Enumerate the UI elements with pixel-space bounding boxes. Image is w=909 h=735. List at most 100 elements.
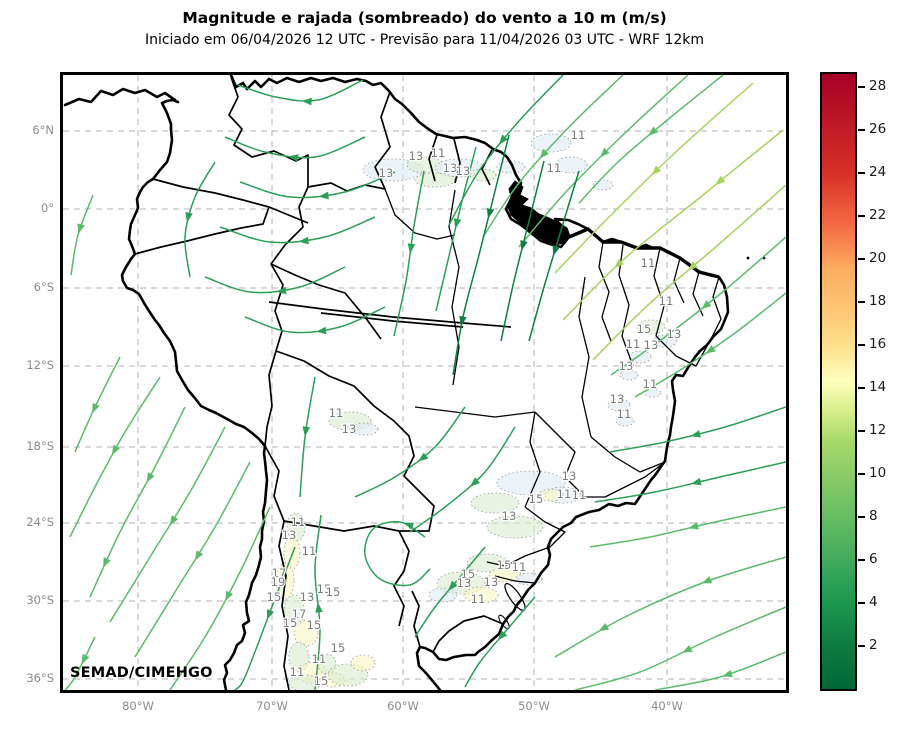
gust-contour-label: 13 [562,469,577,483]
streamline [528,170,580,342]
country-border [228,76,309,187]
gust-contour-label: 13 [379,166,394,180]
state-border [414,406,536,418]
country-border [307,182,386,192]
gust-contour-label: 11 [312,652,327,666]
country-border [264,445,290,690]
gust-shading-patch [470,492,520,514]
gust-contour-label: 13 [457,576,472,590]
streamline [204,266,346,294]
country-border [393,530,410,627]
streamline-arrow [111,444,121,456]
country-border [270,186,309,352]
colorbar-tick [858,516,865,519]
gust-contour-label: 13 [282,528,297,542]
state-border [585,461,666,498]
lat-tick-label: 24°S [26,515,54,529]
streamline-arrow [497,630,508,641]
streamline-arrow [403,522,415,530]
figure-title: Magnitude e rajada (sombreado) do vento … [182,9,667,27]
streamline [393,170,425,337]
coastline [120,98,269,690]
gust-contour-label: 11 [626,337,641,351]
streamline-arrow [651,165,662,176]
gust-contour-label: 13 [456,164,471,178]
gust-contour-label: 15 [267,590,282,604]
streamline-arrow [498,134,509,145]
gust-shading-patch [538,488,564,502]
streamline-arrow [448,580,458,591]
country-border [264,350,277,447]
gust-shading-patch [628,350,652,364]
streamline [70,194,94,276]
streamline [184,161,216,278]
country-border [275,350,420,492]
streamline [610,236,786,376]
lon-tick-label: 70°W [256,699,288,713]
map-plot: SEMAD/CIMEHGO 13 13 11 13 13 11 11 11 11 15 13 11 13… [60,72,789,693]
colorbar-tick [858,344,865,347]
streamline-arrow [614,258,624,269]
streamline [594,461,786,503]
gust-shading-patch [644,388,662,398]
streamline [69,376,161,538]
streamline [237,79,364,102]
streamline-arrow [715,175,726,186]
gust-contour-label: 11 [617,407,632,421]
gust-shading-patch [288,674,322,690]
streamline-arrow [418,452,429,462]
gust-contour-label: 11 [572,488,587,502]
state-border [673,257,685,304]
streamline [74,356,121,453]
streamline-arrow [705,344,716,354]
colorbar-tick-label: 24 [869,164,887,181]
country-border [320,312,464,328]
lat-tick-label: 12°S [26,358,54,372]
state-border [598,241,612,342]
streamline-arrow [288,154,299,162]
lat-tick-label: 6°N [32,123,54,137]
gust-shading-patch [607,398,631,412]
gust-contour-label: 13 [667,327,682,341]
country-border [428,134,438,182]
gust-shading-patch [351,422,379,436]
gust-contour-label: 15 [529,492,544,506]
streamline-arrow [687,261,698,271]
state-border [524,506,566,548]
streamline [89,406,186,598]
streamline-arrow [688,522,699,530]
state-border [653,247,665,337]
streamline [354,406,466,498]
streamline [224,136,366,159]
gust-contour-label: 17 [292,607,307,621]
state-border [655,335,713,367]
streamline [592,184,786,361]
gust-shading-patch [350,654,376,672]
streamline-arrow [318,191,329,200]
lat-tick-label: 36°S [26,671,54,685]
colorbar-tick [858,559,865,562]
streamline [64,636,96,690]
gust-shading-patch [288,641,310,673]
streamline-arrow [301,97,312,106]
gust-shading-patch [466,553,508,573]
gust-contour-label: 13 [610,392,625,406]
colorbar-tick-label: 12 [869,422,887,439]
lon-tick-label: 60°W [387,699,419,713]
country-border [399,490,435,532]
streamline [562,129,784,321]
gust-shading-patch [619,369,639,381]
streamline-arrow [701,576,713,584]
gust-shading-patch [463,586,499,604]
streamline-arrow [169,515,179,526]
gust-contour-label: 15 [461,567,476,581]
streamline [134,461,251,658]
gust-shading-patch [530,133,572,153]
gust-contour-label: 13 [502,509,517,523]
streamline-arrow [722,669,733,678]
gust-contour-label: 11 [291,515,306,529]
gust-contour-label: 11 [512,560,527,574]
colorbar-tick [858,129,865,132]
